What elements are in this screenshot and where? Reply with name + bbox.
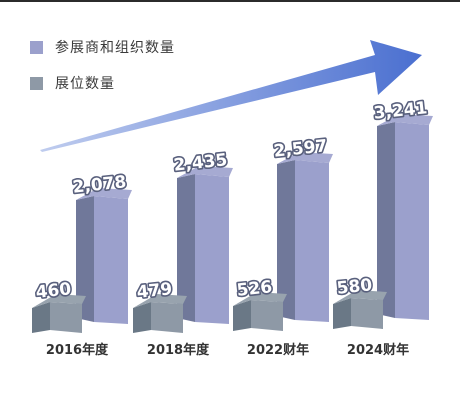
bar-exhibitors-left-3	[377, 122, 395, 318]
bar-exhibitors-1	[177, 166, 233, 324]
bar-booths-0	[32, 294, 86, 333]
legend-swatch-exhibitors	[30, 40, 43, 54]
trend-arrow	[40, 40, 422, 152]
bar-exhibitors-right-0	[94, 196, 128, 324]
bar-booths-left-2	[233, 300, 251, 331]
bars-group	[32, 114, 433, 333]
bar-exhibitors-right-1	[195, 174, 229, 324]
bar-exhibitors-right-3	[395, 122, 429, 320]
bar-booths-left-0	[32, 302, 50, 333]
bar-booths-top-3	[333, 290, 387, 304]
bar-booths-right-1	[151, 302, 183, 333]
legend-item-booths: 展位数量	[30, 72, 175, 94]
labels-group: 2,0784602016年度2,4354792018年度2,5975262022…	[33, 97, 430, 358]
category-label-0: 2016年度	[46, 342, 109, 358]
legend-item-exhibitors: 参展商和组织数量	[30, 36, 175, 58]
bar-booths-2	[233, 292, 287, 331]
bar-exhibitors-top-0	[76, 188, 132, 200]
bar-booths-right-0	[50, 302, 82, 333]
category-label-3: 2024财年	[347, 342, 409, 358]
bar-booths-top-0	[32, 294, 86, 308]
bar-exhibitors-2	[277, 152, 333, 322]
legend: 参展商和组织数量 展位数量	[30, 36, 175, 108]
top-border-line	[0, 0, 460, 2]
value-label-booths-3: 580	[336, 275, 374, 299]
value-label-booths-0: 460	[35, 279, 73, 303]
bar-exhibitors-top-2	[277, 152, 333, 164]
legend-label-exhibitors: 参展商和组织数量	[55, 40, 175, 56]
bar-booths-top-1	[133, 294, 187, 308]
bar-booths-right-2	[251, 300, 283, 331]
bar-exhibitors-top-3	[377, 114, 433, 126]
bar-exhibitors-left-0	[76, 196, 94, 322]
bar-exhibitors-right-2	[295, 160, 329, 322]
bar-exhibitors-0	[76, 188, 132, 324]
category-label-2: 2022财年	[247, 342, 309, 358]
bar-booths-top-2	[233, 292, 287, 306]
legend-label-booths: 展位数量	[55, 76, 115, 92]
bar-booths-1	[133, 294, 187, 333]
bar-exhibitors-left-1	[177, 174, 195, 322]
bar-exhibitors-top-1	[177, 166, 233, 178]
value-label-booths-2: 526	[236, 277, 273, 301]
bar-exhibitors-left-2	[277, 160, 295, 320]
value-label-booths-1: 479	[136, 279, 173, 303]
bar-booths-3	[333, 290, 387, 329]
category-label-1: 2018年度	[147, 342, 210, 358]
bar-exhibitors-3	[377, 114, 433, 320]
bar-booths-left-3	[333, 298, 351, 329]
bar-booths-right-3	[351, 298, 383, 329]
bar-booths-left-1	[133, 302, 151, 333]
legend-swatch-booths	[30, 76, 43, 90]
